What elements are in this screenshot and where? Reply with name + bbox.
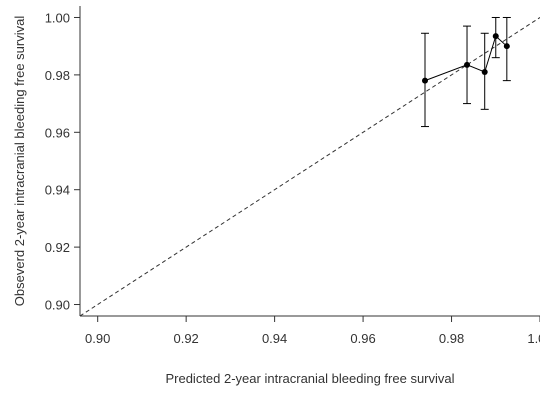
y-axis-title: Obseverd 2-year intracranial bleeding fr… [12,16,27,307]
plot-area [79,6,540,317]
x-axis-title: Predicted 2-year intracranial bleeding f… [165,371,454,386]
x-tick-label: 1.00 [527,331,540,346]
data-point [503,43,510,50]
y-tick-label: 0.92 [45,240,70,255]
y-tick-label: 0.94 [45,183,70,198]
y-tick-label: 1.00 [45,10,70,25]
data-point [481,69,488,76]
y-tick-label: 0.90 [45,298,70,313]
y-tick-label: 0.98 [45,68,70,83]
x-tick-label: 0.90 [85,331,110,346]
x-tick-label: 0.98 [439,331,464,346]
x-tick-label: 0.92 [173,331,198,346]
x-tick-label: 0.96 [350,331,375,346]
series-line [424,35,508,82]
y-tick-label: 0.96 [45,125,70,140]
data-point [422,77,428,84]
reference-line [79,17,540,317]
data-point [492,33,499,40]
data-point [464,61,471,68]
y-axis: 0.90 0.92 0.94 0.96 0.98 1.00 [45,10,80,313]
x-tick-label: 0.94 [262,331,287,346]
x-axis: 0.90 0.92 0.94 0.96 0.98 1.00 [85,316,540,346]
